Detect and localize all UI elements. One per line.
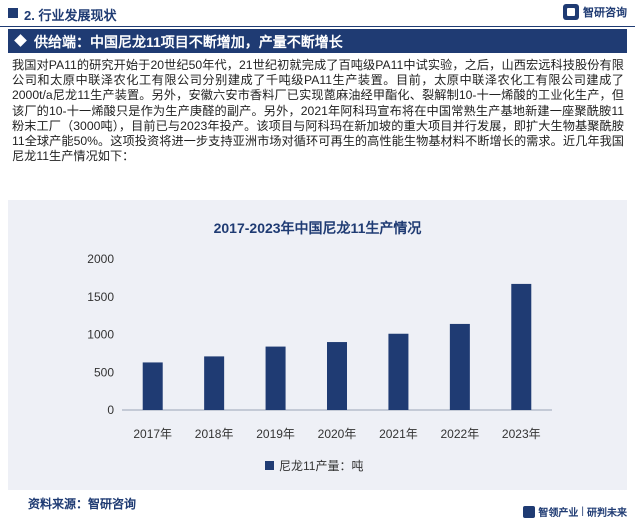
bar-2018年 <box>204 356 225 410</box>
top-bar: 2. 行业发展现状 智研咨询 <box>0 0 635 26</box>
y-tick-label: 1500 <box>87 290 114 304</box>
y-axis: 0 500 1000 1500 2000 <box>87 252 114 417</box>
y-tick-label: 1000 <box>87 328 114 342</box>
footer-slogan-right: 研判未来 <box>587 508 627 519</box>
x-tick-label: 2017年 <box>133 427 172 441</box>
brand-name: 智研咨询 <box>583 7 627 19</box>
bars <box>142 283 532 410</box>
footer-slogan-left: 智领产业 <box>538 508 579 519</box>
bar-2022年 <box>449 323 470 410</box>
data-source: 资料来源：智研咨询 <box>28 497 137 511</box>
section-title: 2. 行业发展现状 <box>24 8 117 23</box>
bar-2023年 <box>511 283 532 410</box>
legend-swatch <box>265 461 274 470</box>
bar-2017年 <box>142 362 163 410</box>
x-tick-label: 2020年 <box>318 427 357 441</box>
bar-2020年 <box>327 342 347 410</box>
banner-title: 供给端：中国尼龙11项目不断增加，产量不断增长 <box>34 34 343 50</box>
legend-label: 尼龙11产量：吨 <box>279 459 363 473</box>
header-divider <box>0 26 635 27</box>
brand-logo: 智研咨询 <box>563 4 627 20</box>
y-tick-label: 0 <box>107 403 114 417</box>
section-banner: 供给端：中国尼龙11项目不断增加，产量不断增长 <box>8 29 627 53</box>
bar-2021年 <box>388 333 409 410</box>
y-tick-label: 500 <box>94 365 114 379</box>
section-marker-icon <box>8 8 18 18</box>
legend: 尼龙11产量：吨 <box>265 459 363 473</box>
chart-title: 2017-2023年中国尼龙11生产情况 <box>213 220 422 236</box>
x-tick-label: 2018年 <box>195 427 234 441</box>
body-paragraph: 我国对PA11的研究开始于20世纪50年代，21世纪初就完成了百吨级PA11中试… <box>12 58 624 164</box>
brand-logo-icon <box>563 4 579 20</box>
x-tick-label: 2019年 <box>256 427 295 441</box>
footer-separator: | <box>581 506 584 517</box>
bar-2019年 <box>265 346 286 410</box>
footer-logo: 智领产业 | 研判未来 <box>523 504 627 519</box>
y-tick-label: 2000 <box>87 252 114 266</box>
x-tick-label: 2021年 <box>379 427 418 441</box>
x-tick-label: 2022年 <box>441 427 480 441</box>
x-axis: 2017年 2018年 2019年 2020年 2021年 2022年 2023年 <box>122 409 552 441</box>
footer-logo-icon <box>523 505 536 518</box>
x-tick-label: 2023年 <box>502 427 541 441</box>
